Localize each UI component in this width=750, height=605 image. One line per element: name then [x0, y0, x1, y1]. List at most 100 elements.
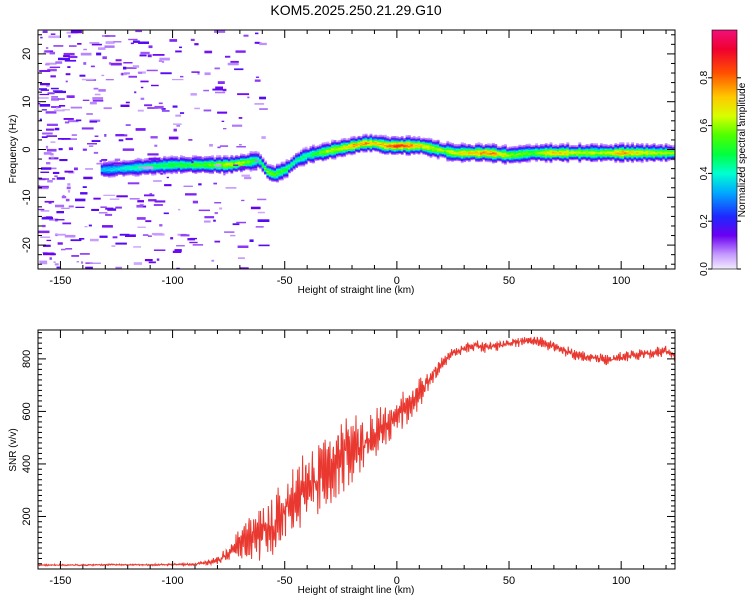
- spectrogram-cell: [240, 160, 243, 162]
- spectrogram-cell: [374, 148, 378, 150]
- spectrogram-cell: [148, 165, 152, 168]
- spectrogram-cell: [453, 144, 457, 146]
- spectrogram-cell: [492, 150, 495, 153]
- spectrogram-cell: [475, 159, 478, 162]
- spectrogram-cell: [393, 141, 397, 144]
- spectrogram-cell: [542, 152, 546, 155]
- spectrogram-cell: [547, 150, 550, 153]
- spectrogram-cell: [208, 162, 212, 165]
- spectrogram-noise-cell: [56, 177, 65, 180]
- spectrogram-cell: [424, 148, 428, 151]
- spectrogram-cell: [367, 145, 370, 147]
- spectrogram-noise-cell: [137, 166, 147, 169]
- spectrogram-cell: [206, 165, 210, 168]
- spectrogram-cell: [482, 156, 486, 159]
- spectrogram-cell: [302, 151, 306, 154]
- spectrogram-cell: [194, 169, 198, 172]
- spectrogram-cell: [494, 160, 498, 162]
- spectrogram-cell: [386, 141, 390, 144]
- spectrogram-cell: [158, 162, 162, 165]
- spectrogram-cell: [458, 157, 462, 160]
- spectrogram-cell: [367, 136, 370, 139]
- spectrogram-cell: [213, 166, 217, 169]
- spectrogram-cell: [626, 142, 630, 144]
- spectrogram-cell: [456, 148, 459, 150]
- spectrogram-cell: [189, 161, 193, 163]
- spectrogram-noise-cell: [224, 231, 235, 233]
- spectrogram-cell: [424, 146, 428, 149]
- spectrogram-cell: [283, 169, 286, 171]
- spectrogram-noise-cell: [123, 62, 133, 64]
- spectrogram-noise-cell: [70, 106, 83, 109]
- spectrogram-cell: [547, 159, 550, 162]
- spectrogram-cell: [508, 150, 512, 152]
- spectrogram-cell: [367, 149, 370, 151]
- spectrogram-cell: [220, 160, 224, 162]
- spectrogram-cell: [247, 158, 250, 160]
- spectrogram-cell: [280, 172, 284, 174]
- spectrogram-cell: [607, 158, 610, 161]
- spectrogram-noise-cell: [190, 38, 195, 41]
- spectrogram-cell: [554, 156, 558, 159]
- spectrogram-cell: [597, 157, 601, 160]
- spectrogram-cell: [304, 148, 308, 151]
- spectrogram-noise-cell: [156, 258, 160, 261]
- spectrogram-cell: [436, 143, 440, 146]
- spectrogram-cell: [326, 157, 330, 160]
- spectrogram-cell: [499, 146, 502, 149]
- spectrogram-cell: [165, 166, 169, 168]
- spectrogram-cell: [549, 160, 553, 163]
- spectrogram-cell: [645, 143, 649, 145]
- spectrogram-cell: [235, 161, 238, 164]
- spectrogram-cell: [156, 166, 159, 169]
- spectrogram-cell: [336, 149, 339, 151]
- spectrogram-cell: [504, 147, 507, 149]
- spectrogram-cell: [528, 154, 531, 156]
- spectrogram-cell: [571, 151, 574, 154]
- spectrogram-cell: [110, 163, 114, 166]
- spectrogram-cell: [384, 153, 387, 155]
- spectrogram-cell: [249, 159, 253, 162]
- spectrogram-cell: [525, 144, 529, 147]
- spectrogram-cell: [295, 162, 298, 165]
- spectrogram-noise-cell: [142, 234, 149, 236]
- spectrogram-cell: [499, 158, 502, 160]
- spectrogram-cell: [276, 175, 279, 177]
- spectrogram-cell: [144, 169, 147, 172]
- spectrogram-cell: [312, 146, 315, 149]
- spectrogram-cell: [458, 147, 462, 149]
- spectrogram-cell: [552, 146, 555, 148]
- spectrogram-cell: [124, 162, 128, 165]
- spectrogram-cell: [619, 154, 622, 157]
- spectrogram-cell: [352, 138, 356, 141]
- spectrogram-cell: [451, 144, 454, 147]
- spectrogram-cell: [400, 136, 404, 138]
- spectrogram-noise-cell: [160, 172, 163, 175]
- spectrogram-cell: [403, 138, 406, 140]
- spectrogram-cell: [566, 144, 570, 146]
- spectrogram-cell: [583, 150, 586, 153]
- spectrogram-cell: [144, 161, 147, 163]
- spectrogram-cell: [508, 146, 512, 149]
- spectrogram-cell: [504, 144, 507, 146]
- spectrogram-cell: [619, 150, 622, 152]
- spectrogram-cell: [182, 164, 186, 167]
- spectrogram-cell: [103, 167, 106, 170]
- spectrogram-cell: [458, 159, 462, 162]
- spectrogram-cell: [156, 161, 159, 163]
- spectrogram-cell: [376, 150, 380, 153]
- spectrogram-cell: [451, 143, 454, 146]
- spectrogram-cell: [117, 173, 121, 176]
- spectrogram-cell: [158, 163, 162, 166]
- spectrogram-cell: [211, 166, 214, 169]
- spectrogram-cell: [156, 167, 159, 170]
- spectrogram-noise-cell: [46, 135, 57, 137]
- spectrogram-cell: [352, 151, 356, 153]
- spectrogram-cell: [412, 148, 416, 151]
- spectrogram-cell: [559, 155, 562, 158]
- spectrogram-cell: [420, 148, 423, 151]
- spectrogram-cell: [127, 170, 130, 173]
- spectrogram-cell: [621, 155, 625, 158]
- spectrogram-cell: [518, 150, 522, 152]
- spectrogram-cell: [103, 171, 106, 174]
